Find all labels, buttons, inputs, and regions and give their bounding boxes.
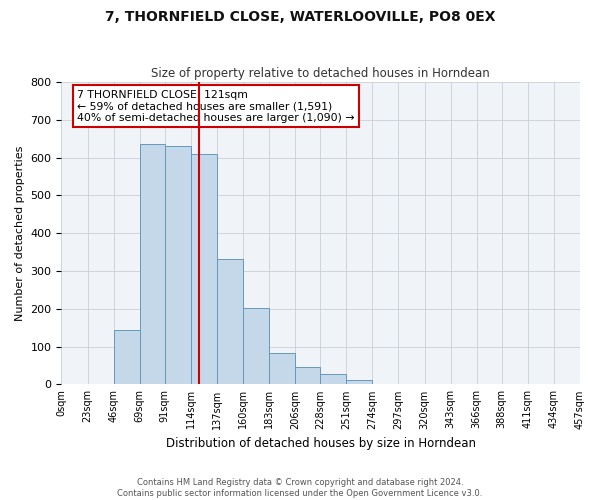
Bar — [217, 258, 243, 384]
Title: Size of property relative to detached houses in Horndean: Size of property relative to detached ho… — [151, 66, 490, 80]
Bar — [269, 353, 295, 384]
Bar — [164, 146, 191, 384]
X-axis label: Distribution of detached houses by size in Horndean: Distribution of detached houses by size … — [166, 437, 476, 450]
Bar — [113, 330, 140, 384]
Bar — [243, 308, 269, 384]
Bar — [295, 367, 320, 384]
Bar — [140, 144, 164, 384]
Text: 7 THORNFIELD CLOSE: 121sqm
← 59% of detached houses are smaller (1,591)
40% of s: 7 THORNFIELD CLOSE: 121sqm ← 59% of deta… — [77, 90, 355, 123]
Bar — [320, 374, 346, 384]
Bar — [346, 380, 373, 384]
Bar — [191, 154, 217, 384]
Y-axis label: Number of detached properties: Number of detached properties — [15, 146, 25, 321]
Text: 7, THORNFIELD CLOSE, WATERLOOVILLE, PO8 0EX: 7, THORNFIELD CLOSE, WATERLOOVILLE, PO8 … — [105, 10, 495, 24]
Text: Contains HM Land Registry data © Crown copyright and database right 2024.
Contai: Contains HM Land Registry data © Crown c… — [118, 478, 482, 498]
